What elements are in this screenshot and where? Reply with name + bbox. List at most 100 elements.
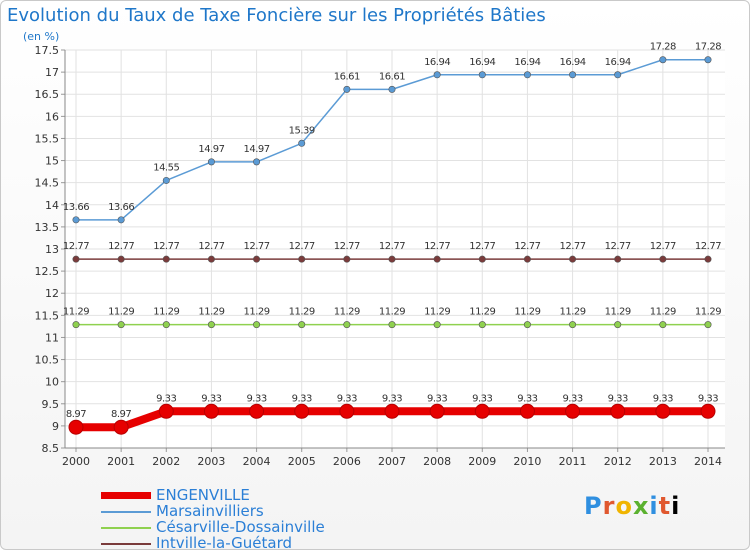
data-label: 12.77	[334, 241, 360, 252]
data-point	[655, 403, 671, 419]
data-label: 11.29	[695, 307, 721, 318]
data-label: 12.77	[244, 241, 270, 252]
data-point	[659, 56, 667, 64]
data-label: 11.29	[379, 307, 405, 318]
data-label: 9.33	[382, 393, 402, 404]
data-label: 14.55	[153, 162, 179, 173]
x-tick-label: 2005	[288, 455, 316, 468]
data-label: 13.66	[63, 202, 89, 213]
data-label: 11.29	[244, 307, 270, 318]
x-tick-label: 2008	[423, 455, 451, 468]
y-tick-label: 10	[45, 376, 59, 389]
data-label: 11.29	[289, 307, 315, 318]
data-label: 12.77	[605, 241, 631, 252]
x-tick-label: 2011	[559, 455, 587, 468]
data-label: 9.33	[292, 393, 312, 404]
data-point	[569, 71, 577, 79]
data-point	[203, 403, 219, 419]
legend-label: ENGENVILLE	[156, 486, 250, 504]
data-label: 16.94	[560, 57, 586, 68]
y-tick-label: 12	[45, 287, 59, 300]
y-tick-label: 8.5	[42, 442, 60, 455]
data-label: 12.77	[560, 241, 586, 252]
data-label: 9.33	[427, 393, 447, 404]
data-point	[478, 321, 486, 329]
y-tick-label: 10.5	[35, 354, 60, 367]
data-label: 12.77	[198, 241, 224, 252]
y-tick-label: 13.5	[35, 221, 60, 234]
data-point	[249, 403, 265, 419]
data-label: 12.77	[153, 241, 179, 252]
data-point	[614, 321, 622, 329]
data-point	[253, 255, 261, 263]
data-label: 12.77	[695, 241, 721, 252]
data-label: 9.33	[201, 393, 221, 404]
data-point	[117, 216, 125, 224]
data-label: 16.61	[379, 71, 405, 82]
data-label: 17.28	[695, 42, 721, 53]
data-point	[384, 403, 400, 419]
data-point	[474, 403, 490, 419]
data-label: 12.77	[63, 241, 89, 252]
y-tick-label: 13	[45, 243, 59, 256]
x-tick-label: 2002	[152, 455, 180, 468]
data-point	[117, 255, 125, 263]
data-point	[659, 321, 667, 329]
data-point	[700, 403, 716, 419]
y-tick-label: 11.5	[35, 309, 60, 322]
data-label: 11.29	[560, 307, 586, 318]
data-point	[72, 255, 80, 263]
data-point	[298, 255, 306, 263]
data-point	[207, 255, 215, 263]
data-point	[253, 158, 261, 166]
data-label: 11.29	[650, 307, 676, 318]
data-point	[569, 255, 577, 263]
x-tick-label: 2013	[649, 455, 677, 468]
data-point	[253, 321, 261, 329]
y-tick-label: 15	[45, 155, 59, 168]
y-tick-label: 9.5	[42, 398, 60, 411]
data-label: 11.29	[334, 307, 360, 318]
data-point	[523, 321, 531, 329]
x-tick-label: 2000	[62, 455, 90, 468]
data-label: 9.33	[156, 393, 176, 404]
data-point	[478, 71, 486, 79]
x-tick-label: 2007	[378, 455, 406, 468]
data-label: 16.94	[514, 57, 540, 68]
data-label: 12.77	[108, 241, 134, 252]
legend-swatch	[101, 543, 151, 545]
data-point	[162, 321, 170, 329]
x-tick-label: 2004	[243, 455, 271, 468]
data-point	[117, 321, 125, 329]
data-point	[388, 321, 396, 329]
data-point	[113, 419, 129, 435]
data-point	[614, 255, 622, 263]
data-point	[68, 419, 84, 435]
data-label: 11.29	[63, 307, 89, 318]
data-label: 11.29	[424, 307, 450, 318]
data-point	[298, 321, 306, 329]
data-point	[207, 158, 215, 166]
data-point	[433, 255, 441, 263]
data-label: 12.77	[379, 241, 405, 252]
y-tick-label: 17.5	[35, 44, 60, 57]
data-label: 11.29	[153, 307, 179, 318]
data-label: 9.33	[246, 393, 266, 404]
data-label: 17.28	[650, 42, 676, 53]
x-tick-label: 2006	[333, 455, 361, 468]
data-point	[519, 403, 535, 419]
data-point	[72, 321, 80, 329]
data-point	[565, 403, 581, 419]
data-label: 9.33	[698, 393, 718, 404]
y-tick-label: 15.5	[35, 132, 60, 145]
data-label: 9.33	[562, 393, 582, 404]
x-tick-label: 2003	[197, 455, 225, 468]
data-label: 9.33	[517, 393, 537, 404]
y-tick-label: 17	[45, 66, 59, 79]
data-point	[162, 176, 170, 184]
data-label: 9.33	[608, 393, 628, 404]
legend-label: Marsainvilliers	[156, 502, 264, 520]
data-label: 11.29	[514, 307, 540, 318]
